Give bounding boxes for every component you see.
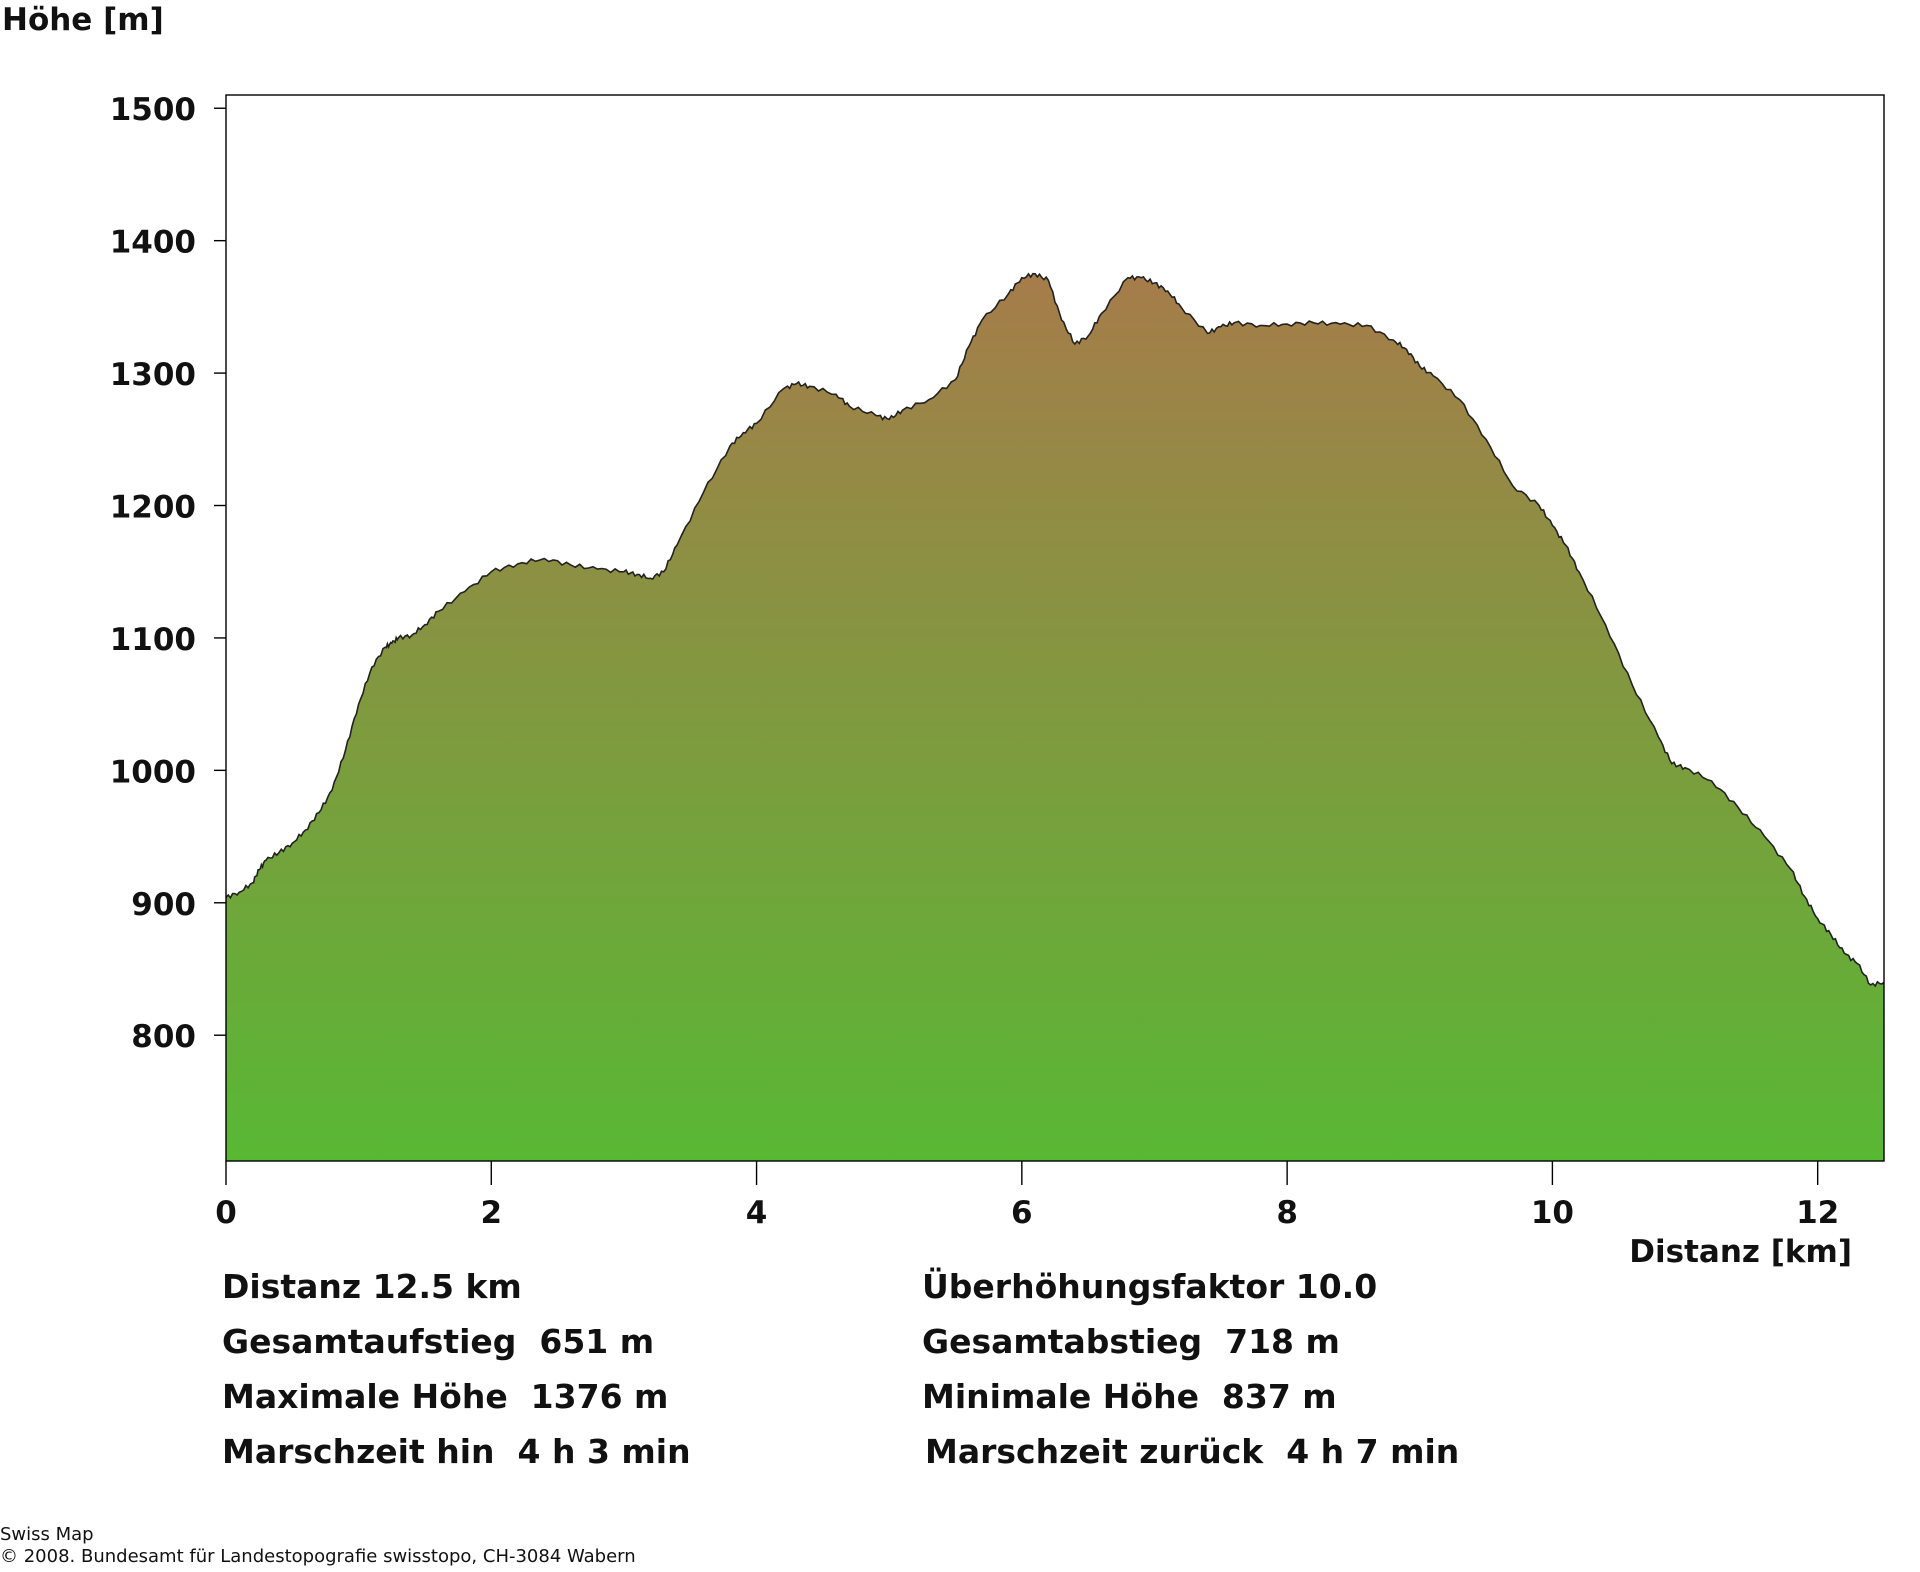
stat-max-height: Maximale Höhe 1376 m (222, 1377, 669, 1416)
y-tick-label: 1200 (110, 490, 196, 526)
footer-copyright: © 2008. Bundesamt für Landestopografie s… (0, 1546, 636, 1567)
x-tick-label: 6 (1011, 1195, 1033, 1231)
footer-title: Swiss Map (0, 1524, 94, 1545)
y-tick-label: 1400 (110, 225, 196, 261)
y-axis-label: Höhe [m] (2, 2, 164, 38)
y-tick-label: 800 (131, 1019, 196, 1055)
y-axis: 800 900 1000 1100 1200 1300 1400 1500 (110, 92, 226, 1055)
y-tick-label: 1000 (110, 754, 196, 790)
x-tick-label: 4 (746, 1195, 768, 1231)
plot-frame (225, 94, 1885, 1162)
elevation-profile-line (225, 272, 1885, 988)
stat-time-back: Marschzeit zurück 4 h 7 min (925, 1432, 1460, 1471)
stat-exaggeration: Überhöhungsfaktor 10.0 (922, 1267, 1378, 1306)
stat-distance: Distanz 12.5 km (222, 1267, 522, 1306)
x-tick-label: 0 (215, 1195, 237, 1231)
stat-descent: Gesamtabstieg 718 m (922, 1322, 1340, 1361)
y-tick-label: 1500 (110, 92, 196, 128)
y-tick-label: 1100 (110, 622, 196, 658)
x-tick-label: 12 (1796, 1195, 1839, 1231)
stat-time-there: Marschzeit hin 4 h 3 min (222, 1432, 691, 1471)
stat-min-height: Minimale Höhe 837 m (922, 1377, 1337, 1416)
x-axis-label: Distanz [km] (1629, 1234, 1852, 1270)
y-tick-label: 1300 (110, 357, 196, 393)
elevation-area (226, 273, 1884, 1161)
y-tick-label: 900 (131, 887, 196, 923)
x-axis: 0 2 4 6 8 10 12 (215, 1161, 1839, 1231)
x-tick-label: 10 (1531, 1195, 1574, 1231)
x-tick-label: 8 (1276, 1195, 1298, 1231)
x-tick-label: 2 (480, 1195, 502, 1231)
stat-ascent: Gesamtaufstieg 651 m (222, 1322, 655, 1361)
